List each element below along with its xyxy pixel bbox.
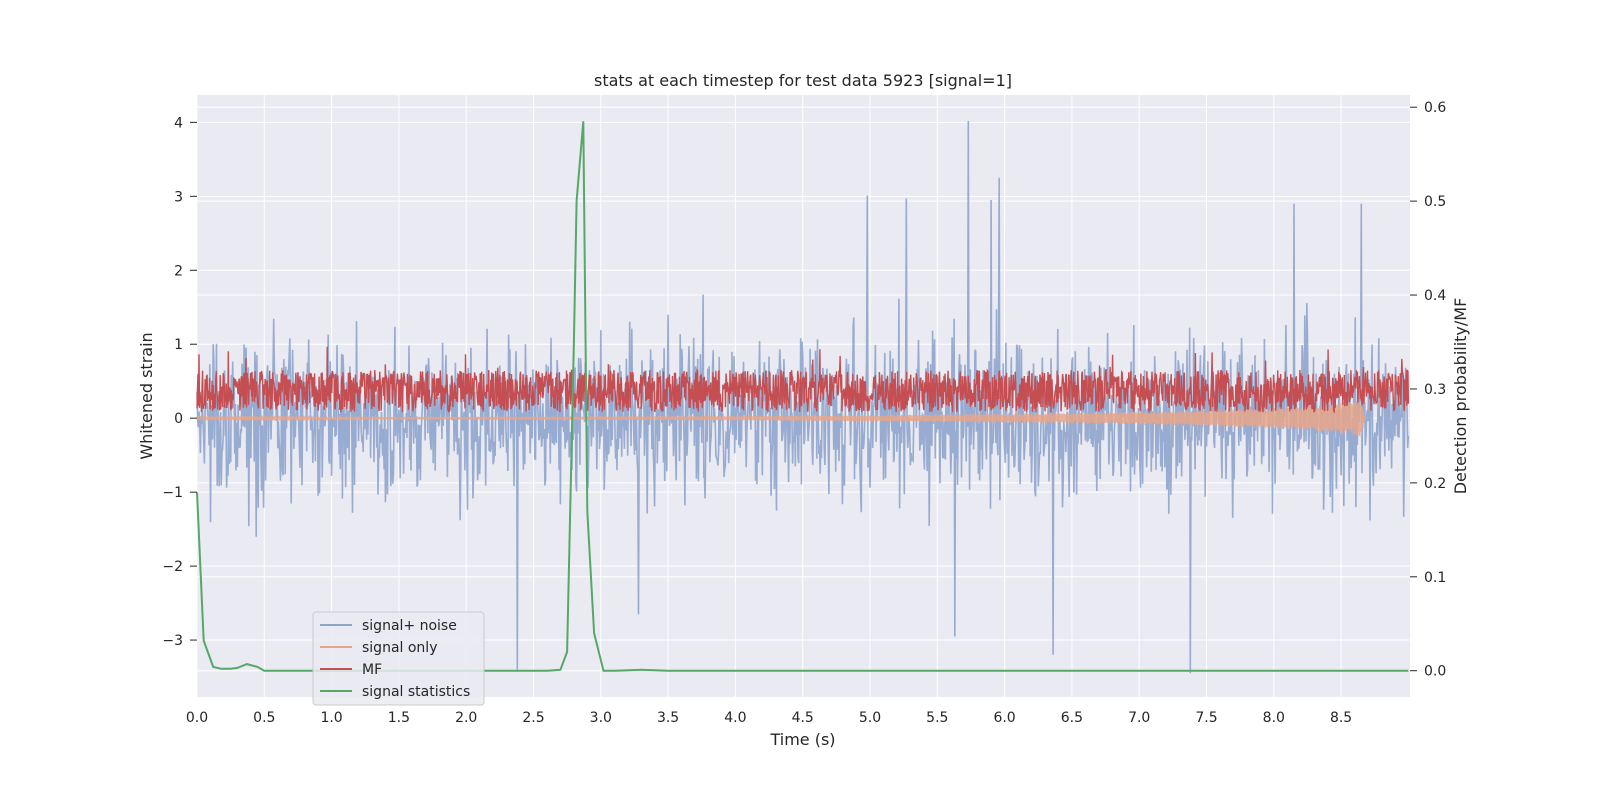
x-tick-label: 8.0 bbox=[1263, 710, 1285, 726]
legend-label-signal-noise: signal+ noise bbox=[362, 618, 457, 634]
x-tick-label: 6.0 bbox=[993, 710, 1015, 726]
mf-line bbox=[196, 346, 1410, 414]
y-axis-label: Whitened strain bbox=[137, 332, 156, 459]
x-tick-label: 4.5 bbox=[792, 710, 814, 726]
y2-tick-label: 0.2 bbox=[1424, 476, 1446, 492]
signal-noise-series bbox=[196, 120, 1410, 674]
y-tick-label: −1 bbox=[162, 485, 183, 501]
y-tick-label: 2 bbox=[174, 263, 183, 279]
y2-tick-label: 0.1 bbox=[1424, 570, 1446, 586]
signal-only-series bbox=[196, 401, 1366, 438]
legend-label-signal-statistics: signal statistics bbox=[362, 684, 470, 700]
legend-label-mf: MF bbox=[362, 662, 382, 678]
y-tick-label: 3 bbox=[174, 189, 183, 205]
legend-label-signal-only: signal only bbox=[362, 640, 437, 656]
x-tick-label: 5.5 bbox=[926, 710, 948, 726]
y2-tick-label: 0.3 bbox=[1424, 382, 1446, 398]
y2-tick-label: 0.0 bbox=[1424, 664, 1446, 680]
x-tick-label: 4.0 bbox=[724, 710, 746, 726]
chart-title: stats at each timestep for test data 592… bbox=[594, 71, 1012, 90]
x-axis-label: Time (s) bbox=[769, 730, 835, 749]
x-tick-label: 7.5 bbox=[1195, 710, 1217, 726]
legend-box bbox=[312, 611, 485, 706]
x-tick-label: 0.5 bbox=[253, 710, 275, 726]
x-tick-label: 6.5 bbox=[1061, 710, 1083, 726]
y2-tick-label: 0.5 bbox=[1424, 194, 1446, 210]
signal-statistics-series bbox=[196, 121, 1409, 672]
y2-tick-label: 0.4 bbox=[1424, 288, 1446, 304]
x-tick-label: 7.0 bbox=[1128, 710, 1150, 726]
x-tick-label: 2.5 bbox=[522, 710, 544, 726]
signal-noise-line bbox=[196, 120, 1410, 674]
y-tick-label: 0 bbox=[174, 411, 183, 427]
x-tick-label: 1.5 bbox=[388, 710, 410, 726]
y2-axis-label: Detection probability/MF bbox=[1451, 298, 1470, 495]
x-tick-label: 3.5 bbox=[657, 710, 679, 726]
x-tick-label: 8.5 bbox=[1330, 710, 1352, 726]
y-tick-label: 1 bbox=[174, 337, 183, 353]
x-tick-label: 3.0 bbox=[590, 710, 612, 726]
y-tick-label: −3 bbox=[162, 633, 183, 649]
x-tick-label: 0.0 bbox=[186, 710, 208, 726]
mf-series bbox=[196, 346, 1410, 414]
signal-statistics-line bbox=[196, 121, 1409, 672]
x-tick-label: 1.0 bbox=[320, 710, 342, 726]
x-tick-label: 2.0 bbox=[455, 710, 477, 726]
y-tick-label: −2 bbox=[162, 559, 183, 575]
axis-ticks: 0.0 0.5 1.0 1.5 2.0 2.5 3.0 3.5 4.0 4.5 5.0 5.5 6.0 6… bbox=[162, 100, 1446, 726]
signal-only-line bbox=[196, 401, 1366, 438]
legend: signal+ noise signal only MF signal stat… bbox=[312, 611, 485, 706]
y-tick-label: 4 bbox=[174, 115, 183, 131]
y2-tick-label: 0.6 bbox=[1424, 100, 1446, 116]
x-tick-label: 5.0 bbox=[859, 710, 881, 726]
